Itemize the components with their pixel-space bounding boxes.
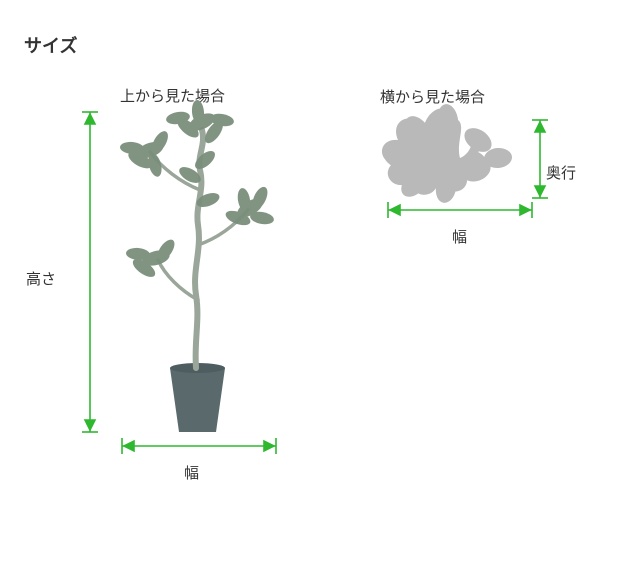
front-width-label: 幅 [184,462,199,483]
front-height-dim [82,112,98,432]
top-view-title: 横から見た場合 [380,86,485,107]
trunk [195,130,203,368]
plant-front-view [120,100,275,432]
foliage [120,100,275,281]
plant-top-silhouette [382,103,513,205]
pot-rim [170,363,225,373]
depth-label: 奥行 [546,162,576,183]
top-depth-dim [532,120,548,198]
top-width-dim [388,202,532,218]
branch-3 [150,152,200,190]
branch-2 [198,210,248,245]
diagram-svg [0,0,640,563]
pot-shape [170,368,225,432]
front-view-title: 上から見た場合 [120,85,225,106]
front-width-dim [122,438,276,454]
top-width-label: 幅 [452,226,467,247]
branch-1 [158,260,198,300]
height-label: 高さ [26,268,56,289]
page-title: サイズ [24,32,77,58]
